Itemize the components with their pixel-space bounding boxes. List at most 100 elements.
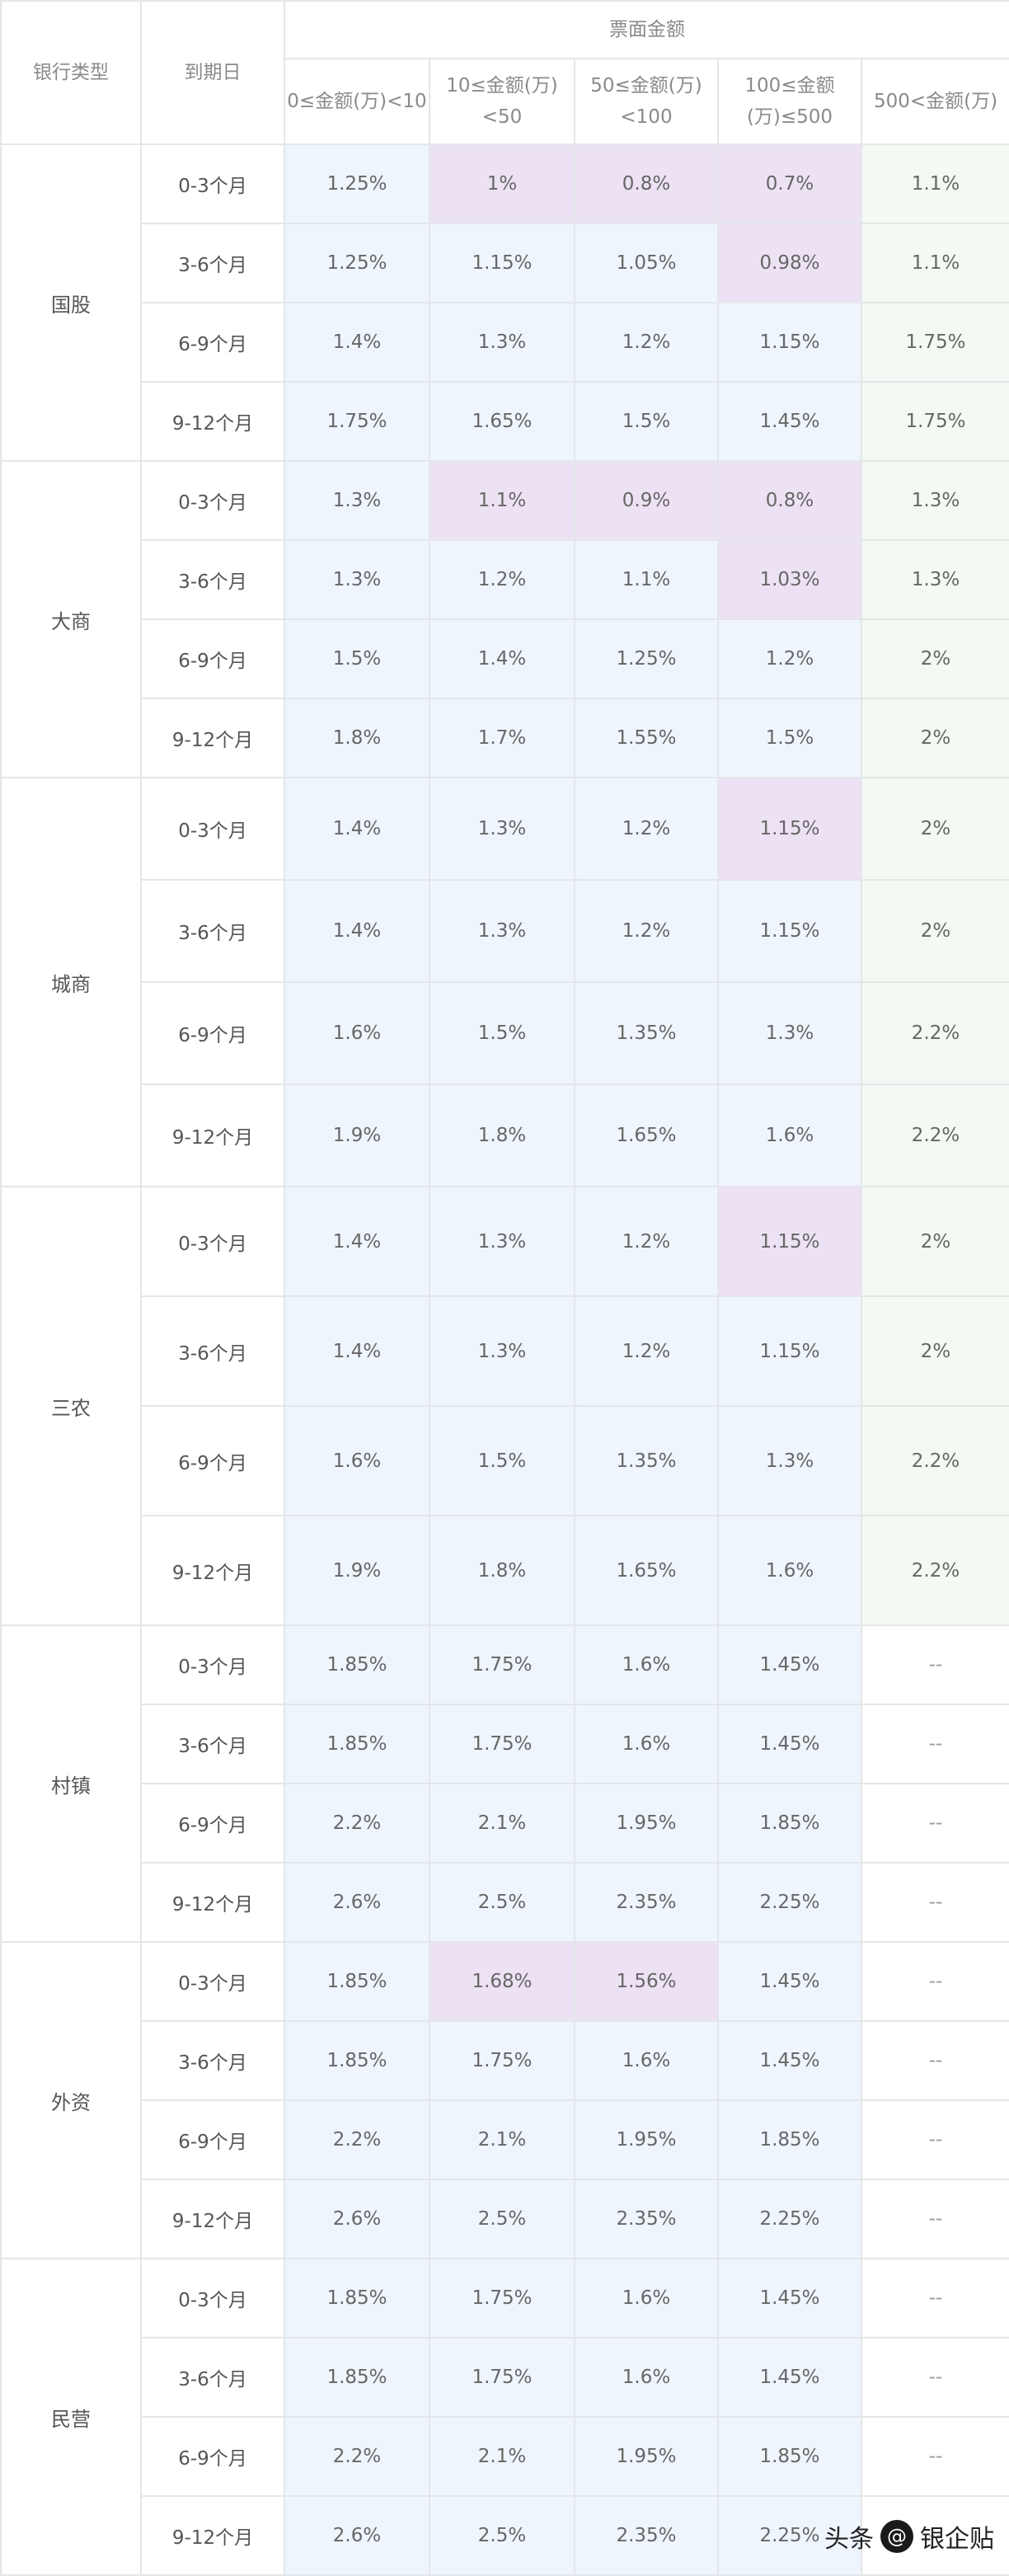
rate-cell: 1.85% [717, 1783, 862, 1864]
table-row: 国股 0-3个月 1.25% 1% 0.8% 0.7% 1.1% [0, 143, 1009, 462]
table-row: 民营 0-3个月 1.85% 1.75% 1.6% 1.45% -- [0, 2258, 1009, 2576]
watermark-prefix: 头条 [824, 2525, 874, 2554]
maturity-cell: 3-6个月 [140, 1704, 285, 1784]
rate-cell: 2% [860, 777, 1009, 881]
rate-cell: 1.85% [284, 2337, 430, 2418]
maturity-cell: 6-9个月 [140, 2099, 285, 2180]
rate-cell: 1.3% [284, 460, 430, 541]
header-amount-group: 票面金额 [283, 0, 1009, 59]
rate-cell: 2% [860, 698, 1009, 778]
rate-cell: 2.2% [860, 1084, 1009, 1187]
rate-cell: 0.98% [717, 223, 862, 303]
rate-cell: 1.85% [284, 1624, 430, 1705]
table-row: 9-12个月 1.9% 1.8% 1.65% 1.6% 2.2% [1, 1515, 1009, 1626]
table-row: 三农 0-3个月 1.4% 1.3% 1.2% 1.15% 2% [0, 1186, 1009, 1626]
table-row: 6-9个月 2.2% 2.1% 1.95% 1.85% -- [1, 1783, 1009, 1864]
rate-cell: 2% [860, 1186, 1009, 1297]
table-header: 银行类型 到期日 票面金额 0≤金额(万)<10 10≤金额(万)<50 50≤… [0, 0, 1009, 145]
rate-cell: 1.15% [717, 302, 862, 383]
maturity-cell: 9-12个月 [140, 1862, 285, 1943]
rate-cell: 1.3% [717, 1405, 862, 1516]
rate-cell: 2.5% [429, 2179, 575, 2259]
rate-cell: 1.75% [429, 1704, 575, 1784]
bank-type-cell: 国股 [0, 143, 142, 462]
rate-cell: 1.2% [574, 879, 719, 983]
table-row: 3-6个月 1.25% 1.15% 1.05% 0.98% 1.1% [1, 223, 1009, 303]
rate-cell: 2.2% [284, 1783, 430, 1864]
rate-cell: 1.3% [429, 879, 575, 983]
rate-cell: 1.75% [860, 302, 1009, 383]
table-row: 6-9个月 1.6% 1.5% 1.35% 1.3% 2.2% [1, 981, 1009, 1085]
rate-cell: 1.35% [574, 981, 719, 1085]
rate-cell: 0.9% [574, 460, 719, 541]
maturity-cell: 3-6个月 [140, 539, 285, 620]
rate-cell: 1.5% [717, 698, 862, 778]
rate-cell: 2.1% [429, 2416, 575, 2497]
rate-cell: 2% [860, 618, 1009, 699]
header-bank-type: 银行类型 [0, 0, 142, 145]
rate-cell: 1.45% [717, 381, 862, 462]
rate-cell: -- [860, 2416, 1009, 2497]
maturity-cell: 9-12个月 [140, 2179, 285, 2259]
rate-cell: 1.25% [574, 618, 719, 699]
maturity-cell: 6-9个月 [140, 981, 285, 1085]
rate-cell: 1.1% [860, 143, 1009, 224]
rate-cell: 1.85% [284, 1941, 430, 2022]
rate-cell: 1.05% [574, 223, 719, 303]
rate-cell: 1.8% [284, 698, 430, 778]
rate-cell: 1.65% [574, 1515, 719, 1626]
rate-cell: 1.68% [429, 1941, 575, 2022]
table-row: 大商 0-3个月 1.3% 1.1% 0.9% 0.8% 1.3% [0, 460, 1009, 778]
rate-cell: 2.6% [284, 1862, 430, 1943]
rate-cell: 1.6% [284, 1405, 430, 1516]
rate-cell: 1.5% [429, 981, 575, 1085]
rate-cell: 1.75% [429, 2337, 575, 2418]
rate-cell: -- [860, 2020, 1009, 2101]
rate-cell: 1.8% [429, 1084, 575, 1187]
rate-cell: 2% [860, 879, 1009, 983]
rate-cell: 1.45% [717, 1704, 862, 1784]
table-row: 3-6个月 1.85% 1.75% 1.6% 1.45% -- [1, 2337, 1009, 2418]
rate-cell: -- [860, 2099, 1009, 2180]
maturity-cell: 3-6个月 [140, 2020, 285, 2101]
rate-cell: 2.35% [574, 2495, 719, 2576]
rate-cell: 1.75% [429, 2258, 575, 2339]
bank-type-cell: 民营 [0, 2258, 142, 2576]
rate-cell: 1.3% [429, 1186, 575, 1297]
rate-cell: 1.1% [574, 539, 719, 620]
rate-cell: 2.6% [284, 2495, 430, 2576]
rate-cell: 1.3% [429, 302, 575, 383]
rate-cell: 1.3% [429, 777, 575, 881]
rate-cell: 1.45% [717, 2020, 862, 2101]
rate-cell: 1.03% [717, 539, 862, 620]
table-row: 村镇 0-3个月 1.85% 1.75% 1.6% 1.45% -- [0, 1624, 1009, 1943]
maturity-cell: 9-12个月 [140, 698, 285, 778]
rate-cell: 1.85% [284, 1704, 430, 1784]
rate-cell: 0.7% [717, 143, 862, 224]
bank-type-cell: 大商 [0, 460, 142, 778]
header-amount-col: 100≤金额(万)≤500 [717, 58, 862, 145]
table-row: 9-12个月 2.6% 2.5% 2.35% 2.25% -- [1, 2495, 1009, 2576]
rate-cell: 2.5% [429, 2495, 575, 2576]
rate-cell: 1.85% [717, 2099, 862, 2180]
watermark-handle: 银企贴 [920, 2525, 994, 2554]
rate-cell: 1.2% [574, 1186, 719, 1297]
rate-cell: 1.65% [574, 1084, 719, 1187]
maturity-cell: 9-12个月 [140, 1084, 285, 1187]
rate-cell: 1.15% [717, 1295, 862, 1407]
rate-cell: 1.25% [284, 143, 430, 224]
rate-cell: 1.6% [284, 981, 430, 1085]
table-row: 3-6个月 1.3% 1.2% 1.1% 1.03% 1.3% [1, 539, 1009, 620]
maturity-cell: 0-3个月 [140, 1941, 285, 2022]
rate-cell: 1.5% [284, 618, 430, 699]
rate-cell: 2.6% [284, 2179, 430, 2259]
rate-cell: 1.2% [429, 539, 575, 620]
maturity-cell: 3-6个月 [140, 223, 285, 303]
header-amount-col: 10≤金额(万)<50 [429, 58, 575, 145]
rate-cell: 2.2% [284, 2099, 430, 2180]
rate-cell: 1.65% [429, 381, 575, 462]
table-row: 3-6个月 1.4% 1.3% 1.2% 1.15% 2% [1, 1295, 1009, 1407]
rate-cell: 1.6% [717, 1515, 862, 1626]
rate-cell: 1.45% [717, 1941, 862, 2022]
